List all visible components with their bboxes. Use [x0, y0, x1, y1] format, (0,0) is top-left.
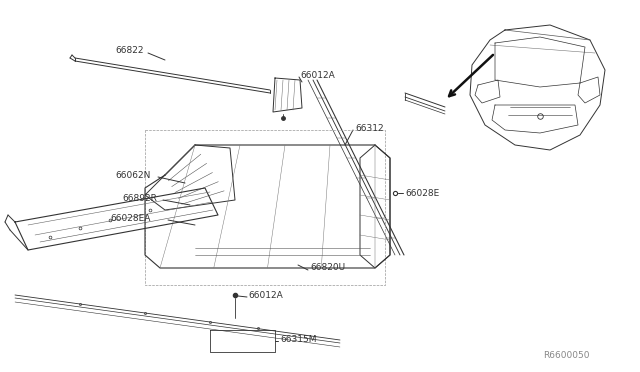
Text: 66012A: 66012A	[300, 71, 335, 80]
Text: 66312: 66312	[355, 124, 383, 132]
Text: 66028E: 66028E	[405, 189, 439, 198]
Text: 66012A: 66012A	[248, 291, 283, 299]
Text: 66315M: 66315M	[280, 336, 317, 344]
Text: 66062N: 66062N	[115, 170, 150, 180]
Text: 66822: 66822	[115, 45, 143, 55]
Text: R6600050: R6600050	[543, 352, 590, 360]
Text: 66028EA: 66028EA	[110, 214, 150, 222]
Text: 66892R: 66892R	[122, 193, 157, 202]
Text: 66820U: 66820U	[310, 263, 345, 273]
